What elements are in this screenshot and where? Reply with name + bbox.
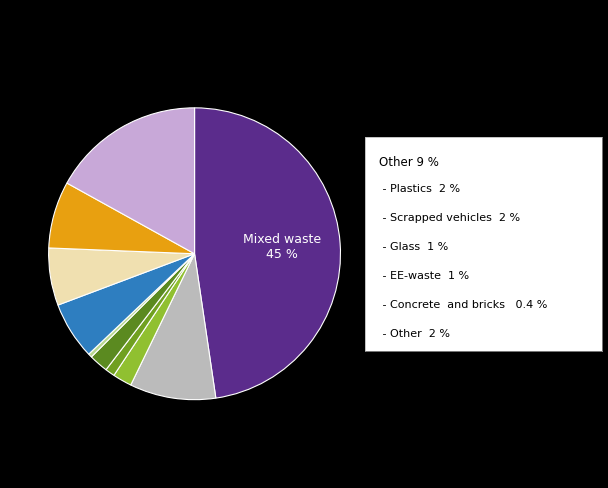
Wedge shape [67, 108, 195, 254]
Text: - Glass  1 %: - Glass 1 % [379, 242, 448, 252]
Text: Paper, cardboard
and pasteboard
16 %: Paper, cardboard and pasteboard 16 % [57, 84, 152, 117]
Text: Wood
waste
7 %: Wood waste 7 % [2, 188, 35, 221]
Text: Other 9 %: Other 9 % [379, 156, 439, 169]
Text: - Other  2 %: - Other 2 % [379, 329, 450, 339]
Text: - Scrapped vehicles  2 %: - Scrapped vehicles 2 % [379, 213, 520, 223]
Wedge shape [89, 254, 195, 357]
Text: - Concrete  and bricks   0.4 %: - Concrete and bricks 0.4 % [379, 300, 547, 310]
Wedge shape [195, 108, 340, 398]
Text: Mixed waste
45 %: Mixed waste 45 % [243, 233, 321, 262]
Wedge shape [106, 254, 195, 375]
Wedge shape [91, 254, 195, 370]
Wedge shape [131, 254, 216, 400]
Wedge shape [58, 254, 195, 354]
Text: Sludge
6 %: Sludge 6 % [2, 271, 41, 292]
Wedge shape [114, 254, 195, 385]
Text: - Plastics  2 %: - Plastics 2 % [379, 184, 460, 194]
Wedge shape [49, 183, 195, 254]
Text: - EE-waste  1 %: - EE-waste 1 % [379, 271, 469, 281]
Wedge shape [49, 248, 195, 305]
